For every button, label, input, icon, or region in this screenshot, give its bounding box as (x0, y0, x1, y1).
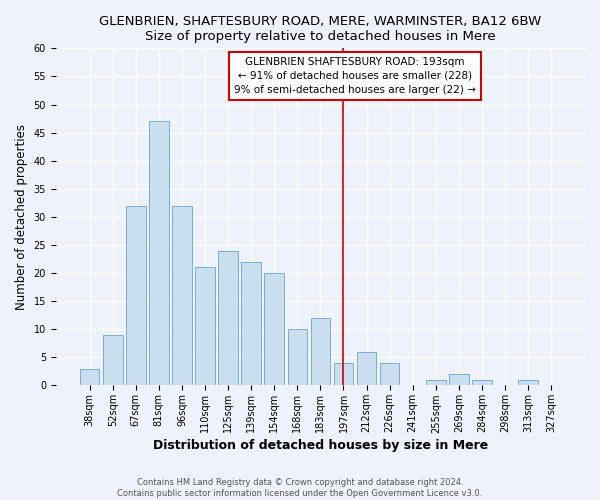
Bar (80, 368, 100, 386)
Bar (195, 268, 215, 386)
Bar (357, 352, 376, 386)
Bar (241, 262, 261, 386)
Text: Contains HM Land Registry data © Crown copyright and database right 2024.
Contai: Contains HM Land Registry data © Crown c… (118, 478, 482, 498)
Bar (218, 250, 238, 386)
Y-axis label: Number of detached properties: Number of detached properties (15, 124, 28, 310)
Bar (449, 374, 469, 386)
Bar (287, 329, 307, 386)
Bar (149, 122, 169, 386)
Bar (334, 363, 353, 386)
Bar (426, 380, 446, 386)
Bar (265, 273, 284, 386)
Bar (103, 335, 122, 386)
Title: GLENBRIEN, SHAFTESBURY ROAD, MERE, WARMINSTER, BA12 6BW
Size of property relativ: GLENBRIEN, SHAFTESBURY ROAD, MERE, WARMI… (99, 15, 542, 43)
Bar (380, 363, 400, 386)
Bar (311, 318, 330, 386)
Text: GLENBRIEN SHAFTESBURY ROAD: 193sqm
← 91% of detached houses are smaller (228)
9%: GLENBRIEN SHAFTESBURY ROAD: 193sqm ← 91%… (234, 57, 476, 95)
Bar (172, 206, 192, 386)
X-axis label: Distribution of detached houses by size in Mere: Distribution of detached houses by size … (153, 440, 488, 452)
Bar (518, 380, 538, 386)
Bar (472, 380, 492, 386)
Bar (126, 206, 146, 386)
